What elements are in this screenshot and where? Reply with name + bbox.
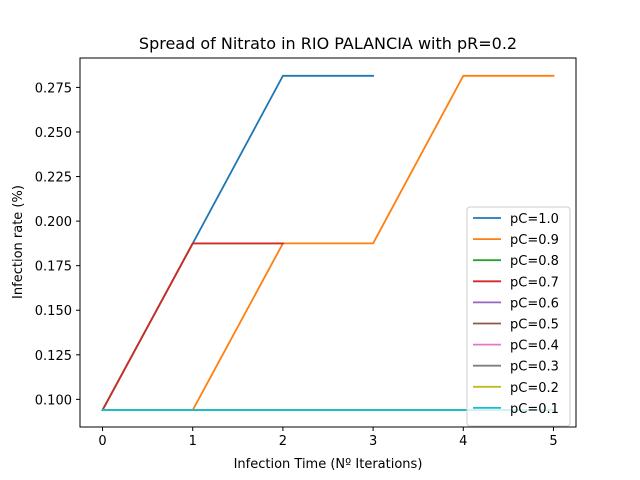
x-axis-label: Infection Time (Nº Iterations) bbox=[234, 457, 423, 472]
legend: pC=1.0 pC=0.9 pC=0.8 pC=0.7 pC=0.6 pC=0.5 pC=0… bbox=[466, 206, 571, 427]
x-tick-label: 4 bbox=[459, 434, 467, 449]
y-tick-label: 0.250 bbox=[35, 126, 72, 141]
y-tick-label: 0.100 bbox=[35, 393, 72, 408]
x-tick-label: 0 bbox=[98, 434, 106, 449]
y-axis-label: Infection rate (%) bbox=[11, 185, 26, 299]
legend-label: pC=0.2 bbox=[510, 381, 559, 396]
legend-box bbox=[466, 206, 571, 427]
y-tick-label: 0.125 bbox=[35, 349, 72, 364]
legend-label: pC=0.5 bbox=[510, 318, 559, 333]
y-tick-label: 0.175 bbox=[35, 260, 72, 275]
legend-label: pC=0.8 bbox=[510, 254, 559, 269]
x-tick-label: 2 bbox=[279, 434, 287, 449]
legend-label: pC=0.6 bbox=[510, 296, 559, 311]
plot-frame bbox=[79, 57, 577, 428]
chart-title: Spread of Nitrato in RIO PALANCIA with p… bbox=[139, 34, 517, 53]
y-tick-label: 0.275 bbox=[35, 81, 72, 96]
x-tick-label: 1 bbox=[189, 434, 197, 449]
series-line-pc-0-7 bbox=[101, 242, 284, 412]
x-tick-label: 3 bbox=[369, 434, 377, 449]
y-axis: 0.100 0.125 0.150 0.175 0.200 0.225 0.250 0.275 bbox=[35, 81, 80, 408]
legend-label: pC=1.0 bbox=[510, 212, 559, 227]
legend-label: pC=0.1 bbox=[510, 402, 559, 417]
legend-label: pC=0.4 bbox=[510, 339, 559, 354]
y-tick-label: 0.150 bbox=[35, 304, 72, 319]
y-tick-label: 0.225 bbox=[35, 171, 72, 186]
legend-label: pC=0.7 bbox=[510, 275, 559, 290]
legend-label: pC=0.9 bbox=[510, 233, 559, 248]
y-tick-label: 0.200 bbox=[35, 215, 72, 230]
x-tick-label: 5 bbox=[549, 434, 557, 449]
legend-label: pC=0.3 bbox=[510, 360, 559, 375]
x-axis: 0 1 2 3 4 5 bbox=[98, 427, 558, 449]
